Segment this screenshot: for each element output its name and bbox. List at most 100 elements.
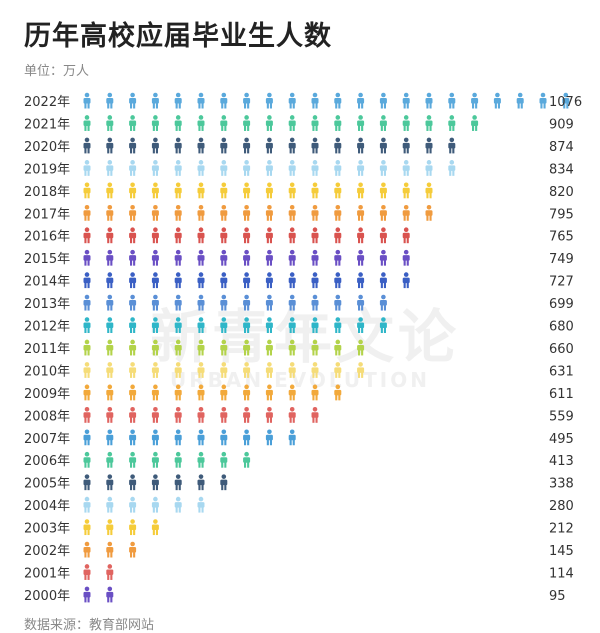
person-icon (334, 339, 342, 356)
category-label: 2014年 (24, 275, 70, 290)
person-icon (379, 137, 387, 154)
person-icon (334, 317, 342, 333)
value-label: 727 (549, 275, 574, 290)
chart-row: 2018年 820 (24, 182, 574, 200)
person-icon (311, 339, 319, 356)
person-icon (379, 204, 387, 221)
person-icon (220, 92, 228, 109)
person-icon (334, 92, 342, 109)
person-icon (265, 137, 273, 154)
person-icon (129, 137, 137, 154)
person-icon (379, 160, 387, 176)
category-label: 2018年 (24, 185, 70, 200)
value-label: 338 (549, 477, 574, 492)
chart-row: 2003年 212 (24, 519, 574, 537)
person-icon (311, 362, 319, 378)
person-icon (106, 182, 114, 199)
person-icon (311, 384, 319, 401)
person-icon (129, 451, 137, 468)
person-icon (243, 339, 251, 356)
person-icon (334, 182, 342, 199)
person-icon (151, 362, 159, 378)
person-icon (197, 317, 205, 333)
person-icon (357, 160, 365, 176)
unit-label: 单位：万人 (24, 64, 90, 79)
person-icon (288, 429, 296, 446)
person-icon (288, 204, 296, 221)
person-icon (106, 227, 114, 244)
value-label: 765 (549, 230, 574, 245)
chart-row: 2006年 413 (24, 451, 574, 469)
person-icon (288, 160, 296, 176)
person-icon (402, 204, 410, 221)
person-icon (197, 496, 205, 513)
chart-row: 2020年 874 (24, 137, 574, 155)
person-icon (288, 317, 296, 333)
person-icon (129, 227, 137, 244)
person-icon (265, 92, 273, 109)
person-icon (83, 496, 91, 513)
person-icon (83, 182, 91, 199)
person-icon (106, 564, 114, 580)
category-label: 2013年 (24, 297, 70, 312)
value-label: 631 (549, 364, 574, 379)
person-icon (83, 227, 91, 244)
person-icon (311, 204, 319, 221)
value-label: 611 (549, 387, 574, 402)
person-icon (357, 137, 365, 154)
value-label: 660 (549, 342, 574, 357)
person-icon (357, 294, 365, 311)
person-icon (220, 160, 228, 176)
person-icon (379, 272, 387, 289)
person-icon (311, 182, 319, 199)
person-icon (334, 160, 342, 176)
category-label: 2015年 (24, 252, 70, 267)
person-icon (83, 317, 91, 333)
person-icon (106, 474, 114, 491)
person-icon (265, 362, 273, 378)
person-icon (197, 384, 205, 401)
person-icon (197, 429, 205, 446)
person-icon (243, 362, 251, 378)
person-icon (151, 182, 159, 199)
person-icon (425, 137, 433, 154)
person-icon (197, 407, 205, 423)
person-icon (129, 384, 137, 401)
person-icon (379, 317, 387, 333)
person-icon (448, 160, 456, 176)
person-icon (265, 407, 273, 423)
category-label: 2004年 (24, 499, 70, 514)
person-icon (448, 115, 456, 131)
person-icon (197, 115, 205, 131)
chart-row: 2000年 95 (24, 586, 566, 604)
person-icon (83, 407, 91, 423)
person-icon (357, 339, 365, 356)
person-icon (448, 137, 456, 154)
person-icon (425, 204, 433, 221)
value-label: 874 (549, 140, 574, 155)
person-icon (402, 272, 410, 289)
chart-row: 2001年 114 (24, 564, 574, 581)
person-icon (334, 115, 342, 131)
value-label: 795 (549, 207, 574, 222)
person-icon (106, 362, 114, 378)
person-icon (129, 362, 137, 378)
person-icon (402, 92, 410, 109)
person-icon (243, 227, 251, 244)
person-icon (243, 272, 251, 289)
person-icon (357, 92, 365, 109)
person-icon (357, 227, 365, 244)
person-icon (402, 182, 410, 199)
person-icon (106, 160, 114, 176)
person-icon (311, 92, 319, 109)
person-icon (311, 407, 319, 423)
person-icon (83, 519, 91, 536)
person-icon (379, 294, 387, 311)
person-icon (151, 339, 159, 356)
category-label: 2007年 (24, 432, 70, 447)
value-label: 413 (549, 454, 574, 469)
person-icon (197, 451, 205, 468)
person-icon (83, 137, 91, 154)
person-icon (220, 339, 228, 356)
person-icon (379, 115, 387, 131)
